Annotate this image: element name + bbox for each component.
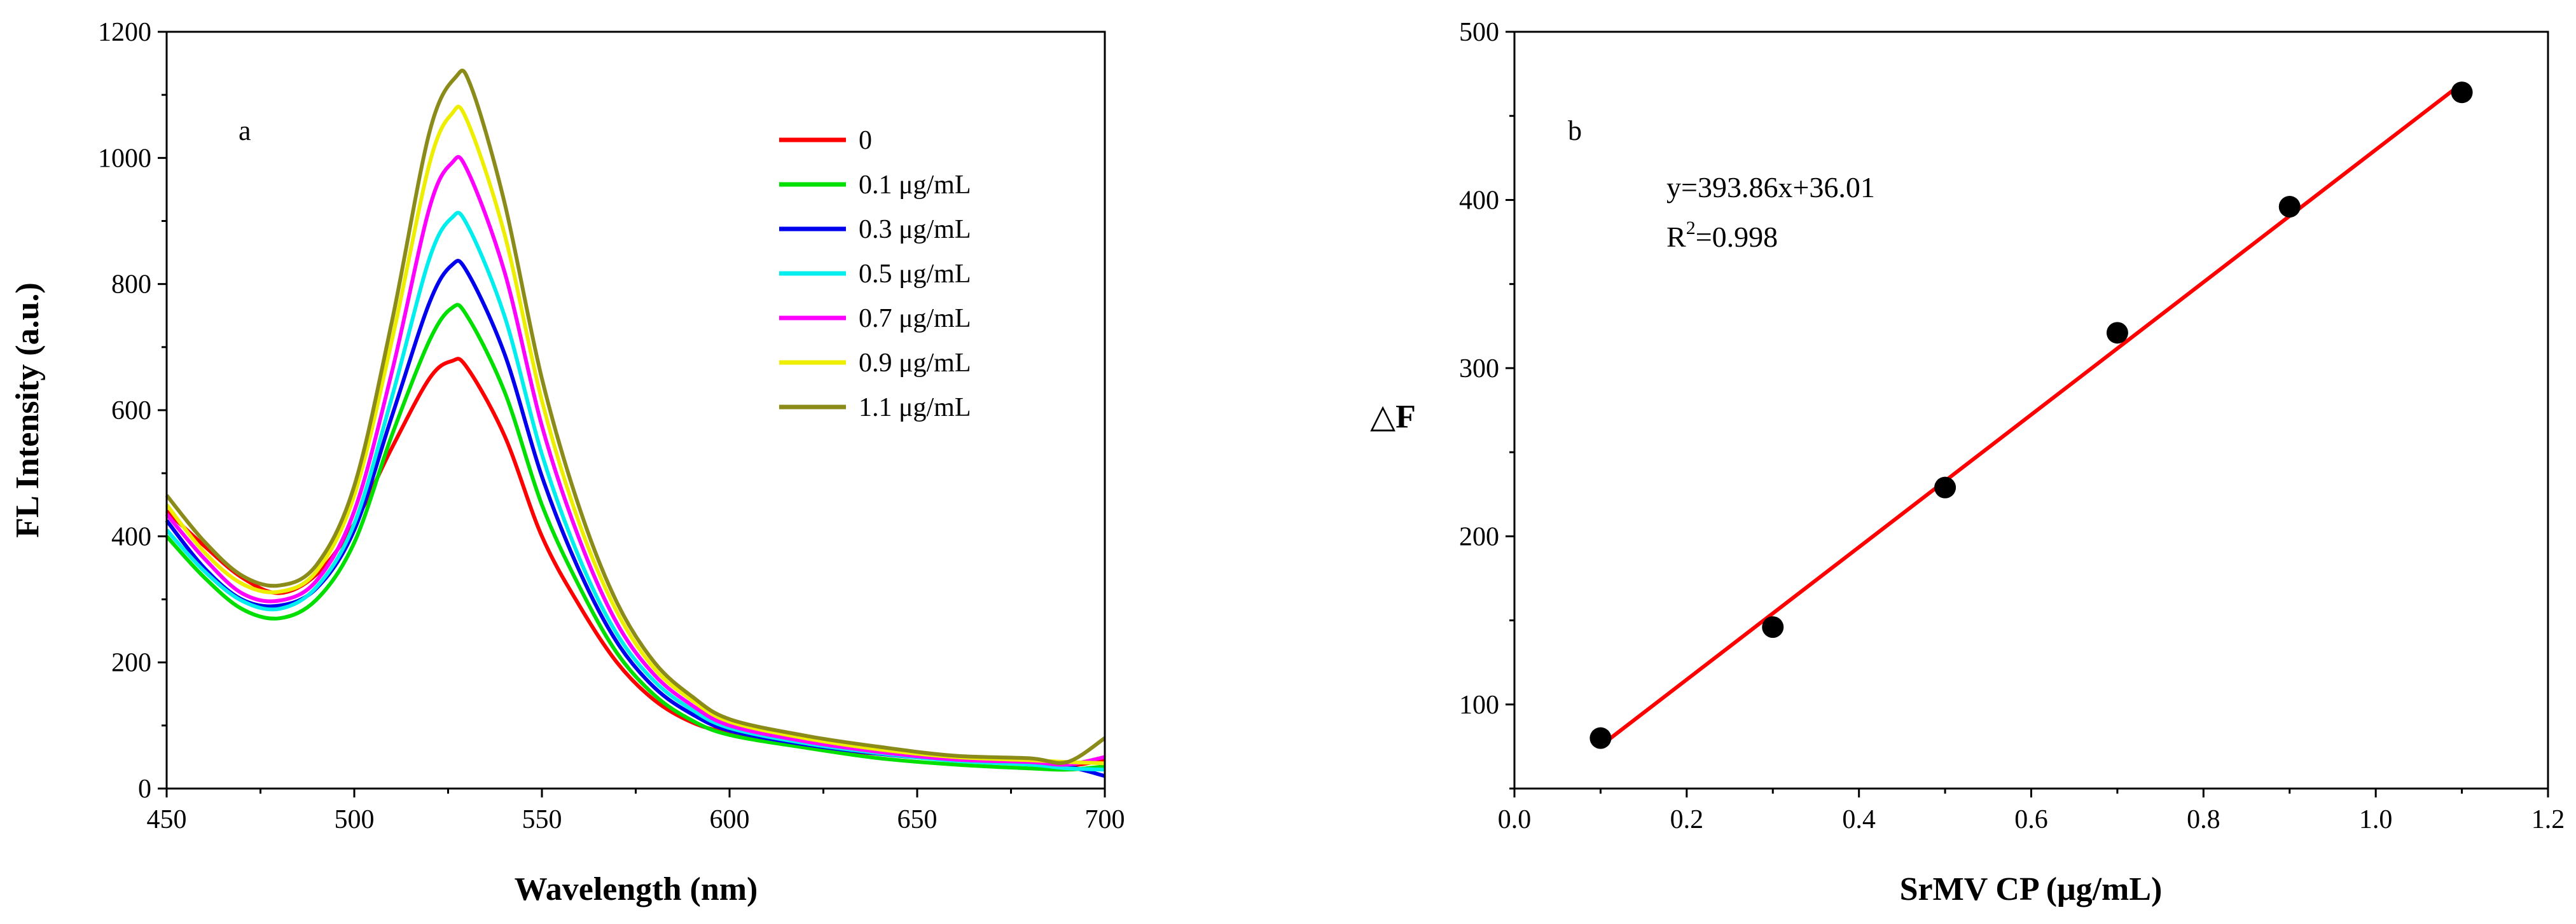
panel-b-y-tick-label: 500 [1459,18,1499,47]
data-point-4 [2278,196,2301,218]
legend-label-0: 0 [859,126,872,155]
panel-b-y-tick-label: 300 [1459,354,1499,383]
panel-a-series-line-6 [165,68,1106,765]
legend-label-5: 0.9 μg/mL [859,348,971,378]
panel-b-x-axis-title: SrMV CP (μg/mL) [1900,871,2163,907]
panel-a-y-tick-label: 400 [111,522,151,551]
legend-label-2: 0.3 μg/mL [859,215,971,244]
panel-b-y-tick-label: 400 [1459,186,1499,215]
panel-a-x-tick-label: 450 [147,805,187,834]
panel-a-y-axis-title: FL Intensity (a.u.) [10,282,46,538]
panel-a-ticks: 450 500 550 600 650 700 0 200 400 600 800 1000 1200 [98,18,1125,834]
fit-r-squared: R2=0.998 [1666,217,1778,253]
panel-a-y-tick-label: 200 [111,649,151,678]
fit-r-squared-value: =0.998 [1696,221,1778,253]
panel-a-y-tick-label: 0 [138,775,151,804]
panel-b-ticks: 0.0 0.2 0.4 0.6 0.8 1.0 1.2 100 200 300 400 500 [1459,18,2565,834]
data-point-2 [1934,476,1956,499]
panel-b-label: b [1568,115,1582,146]
panel-a-series-line-2 [165,259,1105,778]
data-point-3 [2106,322,2128,344]
panel-a-chart: 450 500 550 600 650 700020040060080010001200 … [10,18,1125,907]
panel-b-x-tick-label: 0.2 [1670,805,1704,834]
panel-b-x-tick-label: 1.2 [2531,805,2565,834]
panel-a-label: a [239,115,251,146]
panel-b-x-tick-label: 0.6 [2014,805,2048,834]
legend-label-3: 0.5 μg/mL [859,259,971,289]
panel-b-x-tick-label: 1.0 [2359,805,2393,834]
legend-label-6: 1.1 μg/mL [859,393,971,422]
panel-a-x-tick-label: 600 [710,805,750,834]
data-point-5 [2451,81,2473,104]
panel-b-data-points [1589,81,2473,749]
panel-a-y-tick-label: 600 [111,396,151,425]
panel-b-fit-line-group [1599,81,2463,748]
legend-label-1: 0.1 μg/mL [859,170,971,200]
panel-a-x-tick-label: 650 [897,805,938,834]
fit-equation: y=393.86x+36.01 [1666,171,1875,203]
fit-r-squared-sup: 2 [1686,217,1696,238]
panel-a-series-lines [165,68,1106,778]
fit-line [1599,81,2463,748]
panel-b-x-tick-label: 0.0 [1498,805,1532,834]
panel-a-x-tick-label: 550 [522,805,562,834]
panel-a-y-tick-label: 1200 [98,18,151,47]
panel-b-y-axis-title: △F [1370,399,1416,435]
panel-b-y-tick-label: 100 [1459,691,1499,720]
panel-b-y-tick-label: 200 [1459,522,1499,551]
legend-label-4: 0.7 μg/mL [859,304,971,333]
panel-b-x-tick-label: 0.8 [2187,805,2220,834]
panel-a-legend: 0 0.1 μg/mL 0.3 μg/mL 0.5 μg/mL 0.7 μg/mL 0.9… [779,126,971,422]
panel-a-series-line-5 [165,104,1105,766]
data-point-1 [1762,616,1784,638]
panel-b-chart: 0.0 0.2 0.4 0.6 0.8 1.0 1.2 100 200 300 400 500 b y… [1370,18,2565,907]
data-point-0 [1589,727,1612,749]
panel-b-x-tick-label: 0.4 [1842,805,1876,834]
panel-a-y-tick-label: 1000 [98,144,151,173]
panel-a-x-tick-label: 500 [335,805,375,834]
panel-b-frame [1513,31,2549,790]
panel-a-series-line-4 [165,155,1105,767]
fit-r-squared-prefix: R [1666,221,1686,253]
panel-a-x-axis-title: Wavelength (nm) [515,871,758,907]
panel-a-series-line-1 [165,303,1105,772]
panel-a-x-tick-label: 700 [1085,805,1125,834]
panel-a-y-tick-label: 800 [111,270,151,300]
